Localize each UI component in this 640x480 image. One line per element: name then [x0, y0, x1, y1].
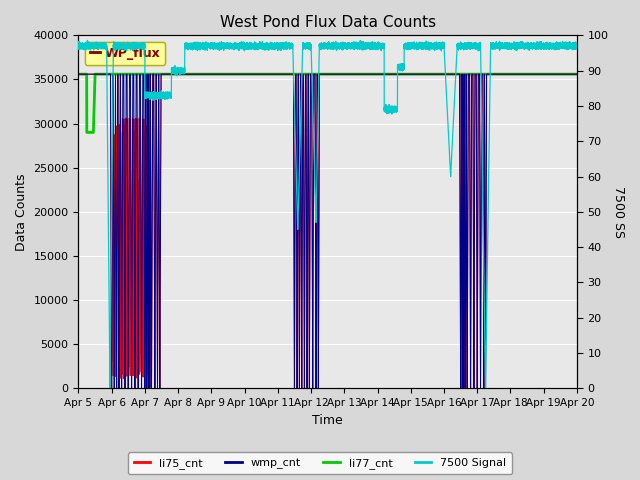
Legend: WP_flux: WP_flux: [84, 42, 165, 65]
Y-axis label: 7500 SS: 7500 SS: [612, 186, 625, 238]
X-axis label: Time: Time: [312, 414, 343, 427]
Legend: li75_cnt, wmp_cnt, li77_cnt, 7500 Signal: li75_cnt, wmp_cnt, li77_cnt, 7500 Signal: [128, 453, 512, 474]
Title: West Pond Flux Data Counts: West Pond Flux Data Counts: [220, 15, 436, 30]
Y-axis label: Data Counts: Data Counts: [15, 173, 28, 251]
